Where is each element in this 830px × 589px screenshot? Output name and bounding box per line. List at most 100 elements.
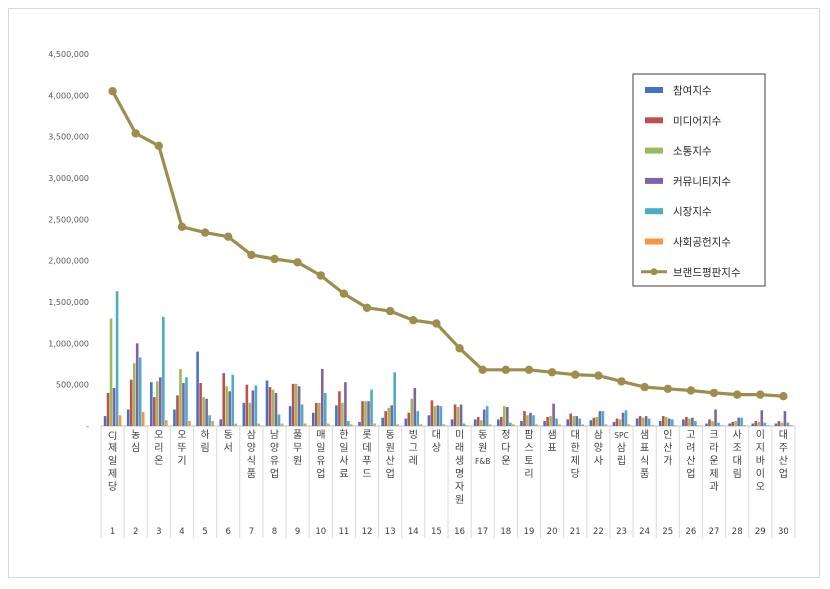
bar-소통지수: [179, 368, 182, 426]
bar-시장지수: [300, 404, 304, 426]
bar-커뮤니티지수: [182, 383, 185, 426]
x-rank-label: 1: [110, 527, 115, 537]
x-rank-label: 23: [616, 527, 627, 537]
bar-커뮤니티지수: [344, 382, 347, 426]
bar-미디어지수: [638, 416, 642, 426]
bar-참여지수: [450, 419, 454, 426]
y-tick-label: 4,500,000: [48, 50, 89, 59]
bar-참여지수: [497, 419, 500, 426]
bar-커뮤니티지수: [251, 390, 255, 426]
bar-미디어지수: [129, 379, 133, 426]
legend-label: 소통지수: [673, 146, 712, 158]
x-rank-label: 17: [477, 527, 488, 537]
y-tick-label: 1,000,000: [48, 339, 89, 348]
bar-참여지수: [242, 402, 246, 426]
x-rank-label: 8: [272, 527, 277, 537]
bar-커뮤니티지수: [135, 343, 139, 426]
bar-참여지수: [219, 419, 223, 426]
x-rank-label: 25: [662, 527, 673, 537]
line-point: [478, 365, 487, 374]
bar-소통지수: [664, 416, 668, 426]
bar-참여지수: [358, 421, 361, 426]
legend-label: 참여지수: [673, 85, 712, 97]
bar-미디어지수: [222, 373, 226, 426]
legend-swatch: [645, 238, 663, 245]
bar-시장지수: [185, 377, 188, 426]
bar-소통지수: [549, 416, 552, 426]
bar-시장지수: [370, 389, 373, 426]
x-rank-label: 24: [639, 527, 650, 537]
bar-소통지수: [156, 381, 159, 426]
bar-소통지수: [456, 406, 460, 426]
bar-사회공헌지수: [350, 424, 353, 426]
x-rank-label: 9: [295, 527, 300, 537]
line-point: [362, 303, 372, 312]
bar-사회공헌지수: [326, 423, 330, 426]
bar-시장지수: [601, 411, 605, 426]
bar-커뮤니티지수: [436, 405, 440, 426]
bar-미디어지수: [777, 421, 781, 426]
line-point: [617, 377, 626, 386]
legend-label: 시장지수: [673, 206, 712, 218]
bar-미디어지수: [430, 400, 434, 426]
bar-소통지수: [248, 402, 252, 426]
bar-참여지수: [335, 405, 338, 426]
x-rank-label: 19: [524, 527, 535, 537]
bar-사회공헌지수: [512, 424, 515, 426]
bar-소통지수: [711, 421, 714, 426]
bar-커뮤니티지수: [667, 418, 671, 426]
line-point: [571, 370, 580, 379]
bar-커뮤니티지수: [205, 398, 208, 426]
line-point: [200, 228, 210, 237]
chart-frame: - 500,000 1,000,000 1,500,000 2,000,000 2,500…: [8, 8, 820, 578]
line-point: [339, 289, 349, 298]
bar-미디어지수: [546, 416, 549, 426]
line-point: [501, 365, 510, 374]
line-point: [108, 87, 117, 96]
bar-커뮤니티지수: [228, 391, 232, 426]
bar-참여지수: [103, 416, 107, 426]
x-rank-label: 12: [362, 527, 373, 537]
y-tick-label: 3,500,000: [48, 133, 89, 142]
x-rank-label: 5: [202, 527, 207, 537]
legend-label: 커뮤니티지수: [673, 176, 731, 188]
bar-소통지수: [271, 389, 275, 426]
x-rank-label: 15: [431, 527, 442, 537]
bar-사회공헌지수: [188, 421, 191, 426]
x-rank-label: 18: [500, 527, 511, 537]
bar-사회공헌지수: [141, 411, 145, 426]
x-rank-label: 10: [315, 527, 326, 537]
x-rank-label: 26: [685, 527, 696, 537]
y-tick-label: 3,000,000: [48, 174, 89, 183]
line-point: [709, 388, 719, 398]
bar-시장지수: [231, 374, 235, 426]
line-point: [640, 382, 649, 392]
bar-사회공헌지수: [789, 425, 793, 426]
bar-커뮤니티지수: [112, 387, 116, 426]
x-rank-label: 29: [755, 527, 766, 537]
bar-참여지수: [381, 417, 384, 426]
bar-소통지수: [109, 318, 113, 426]
bar-미디어지수: [731, 421, 734, 426]
bar-커뮤니티지수: [621, 412, 625, 426]
bar-미디어지수: [245, 384, 249, 426]
y-tick-label: 2,500,000: [48, 215, 89, 224]
bar-소통지수: [572, 416, 576, 426]
bar-사회공헌지수: [766, 425, 770, 426]
bar-커뮤니티지수: [737, 417, 740, 426]
x-rank-label: 20: [547, 527, 558, 537]
bar-참여지수: [728, 423, 731, 426]
bar-소통지수: [641, 417, 645, 426]
legend-swatch: [645, 208, 663, 215]
y-tick-label: -: [86, 422, 89, 431]
bar-사회공헌지수: [673, 425, 677, 426]
